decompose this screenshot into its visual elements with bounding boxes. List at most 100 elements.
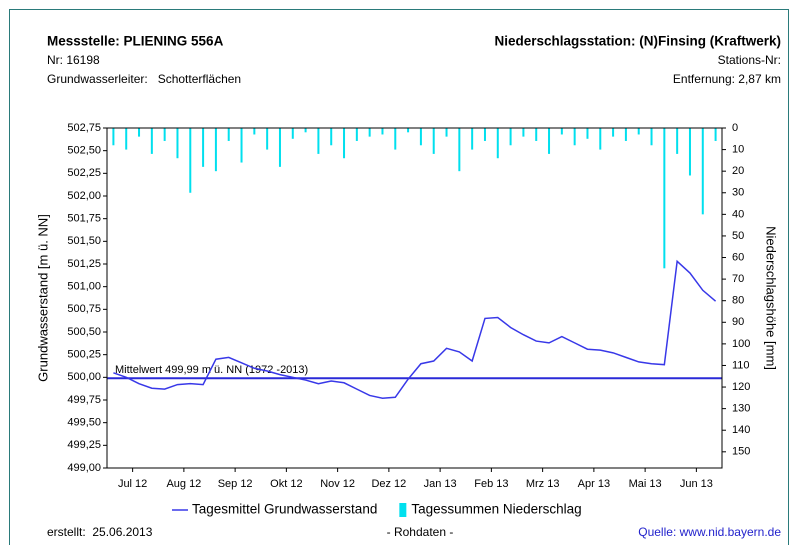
y-tick-label: 501,25 (67, 258, 101, 270)
rain-bar (125, 128, 128, 150)
source: Quelle: www.nid.bayern.de (638, 525, 781, 539)
rain-bar (291, 128, 294, 139)
rain-bar (586, 128, 589, 139)
rain-bar (304, 128, 307, 133)
rain-bar (150, 128, 153, 154)
x-tick-label: Jan 13 (424, 478, 457, 490)
rain-bar (112, 128, 115, 146)
y-tick-label: 499,50 (67, 417, 101, 429)
y-tick-label: 500,25 (67, 349, 101, 361)
distance: Entfernung: 2,87 km (673, 72, 781, 86)
rain-bar (509, 128, 512, 146)
rain-bar (637, 128, 640, 135)
y-tick-label: 501,50 (67, 235, 101, 247)
rain-bar (624, 128, 627, 141)
rain-bar (240, 128, 243, 163)
rain-bar (266, 128, 269, 150)
station-number: Nr: 16198 (47, 53, 100, 67)
mean-label: Mittelwert 499,99 m ü. NN (1972 -2013) (115, 364, 308, 376)
rain-bar (419, 128, 422, 146)
y2-tick-label: 80 (732, 295, 744, 307)
y2-tick-label: 60 (732, 251, 744, 263)
rain-bar (548, 128, 551, 154)
y-tick-label: 499,00 (67, 462, 101, 474)
note: - Rohdaten - (387, 525, 454, 539)
y-tick-label: 502,25 (67, 167, 101, 179)
y-tick-label: 499,25 (67, 439, 101, 451)
x-tick-label: Mai 13 (629, 478, 662, 490)
y2-tick-label: 90 (732, 316, 744, 328)
rain-bar (407, 128, 410, 133)
y2-tick-label: 40 (732, 208, 744, 220)
y2-tick-label: 100 (732, 338, 750, 350)
y2-tick-label: 150 (732, 446, 750, 458)
y-tick-label: 500,50 (67, 326, 101, 338)
y2-tick-label: 130 (732, 403, 750, 415)
y2-tick-label: 10 (732, 143, 744, 155)
rain-bar (138, 128, 141, 137)
rain-bar (317, 128, 320, 154)
y-tick-label: 500,75 (67, 303, 101, 315)
y2-tick-label: 110 (732, 359, 750, 371)
y-tick-label: 500,00 (67, 371, 101, 383)
rain-bar (560, 128, 563, 135)
y2-tick-label: 20 (732, 165, 744, 177)
frame (9, 9, 789, 550)
rain-bar (612, 128, 615, 137)
y-tick-label: 502,00 (67, 190, 101, 202)
y-tick-label: 501,00 (67, 281, 101, 293)
rain-bar (189, 128, 192, 193)
rain-bar (278, 128, 281, 167)
legend-label: Tagesmittel Grundwasserstand (192, 502, 377, 517)
x-tick-label: Sep 12 (218, 478, 253, 490)
rain-bar (650, 128, 653, 146)
rain-station: Niederschlagsstation: (N)Finsing (Kraftw… (494, 34, 781, 49)
rain-bar (688, 128, 691, 176)
y2-tick-label: 0 (732, 122, 738, 134)
rain-bar (176, 128, 179, 159)
aquifer: Grundwasserleiter: Schotterflächen (47, 72, 241, 86)
rain-bar (471, 128, 474, 150)
x-tick-label: Mrz 13 (526, 478, 560, 490)
legend-label: Tagessummen Niederschlag (411, 502, 581, 517)
y-tick-label: 501,75 (67, 213, 101, 225)
rain-bar (368, 128, 371, 137)
rain-bar (701, 128, 704, 215)
y-tick-label: 502,50 (67, 145, 101, 157)
rain-bar (714, 128, 717, 141)
rain-bar (394, 128, 397, 150)
y2-axis-label: Niederschlagshöhe [mm] (764, 226, 779, 370)
rain-bar (163, 128, 166, 141)
y2-tick-label: 120 (732, 381, 750, 393)
y-tick-label: 502,75 (67, 122, 101, 134)
rain-bar (343, 128, 346, 159)
x-tick-label: Apr 13 (578, 478, 610, 490)
rain-bar (202, 128, 205, 167)
created: erstellt: 25.06.2013 (47, 525, 153, 539)
x-tick-label: Nov 12 (320, 478, 355, 490)
y2-tick-label: 140 (732, 424, 750, 436)
x-tick-label: Okt 12 (270, 478, 302, 490)
rain-bar (676, 128, 679, 154)
rain-bar (522, 128, 525, 137)
y2-tick-label: 70 (732, 273, 744, 285)
rain-bar (214, 128, 217, 172)
x-tick-label: Aug 12 (166, 478, 201, 490)
y2-tick-label: 50 (732, 230, 744, 242)
rain-bar (573, 128, 576, 146)
rain-bar (227, 128, 230, 141)
rain-bar (432, 128, 435, 154)
x-tick-label: Feb 13 (474, 478, 508, 490)
y2-tick-label: 30 (732, 187, 744, 199)
rain-bar (445, 128, 448, 137)
rain-bar (599, 128, 602, 150)
legend-swatch (399, 503, 407, 517)
level-line (113, 259, 717, 399)
y-axis-label: Grundwasserstand [m ü. NN] (35, 214, 50, 382)
rain-bar (330, 128, 333, 146)
rain-station-number: Stations-Nr: (718, 53, 781, 67)
x-tick-label: Dez 12 (371, 478, 406, 490)
x-tick-label: Jul 12 (118, 478, 147, 490)
rain-bar (496, 128, 499, 159)
